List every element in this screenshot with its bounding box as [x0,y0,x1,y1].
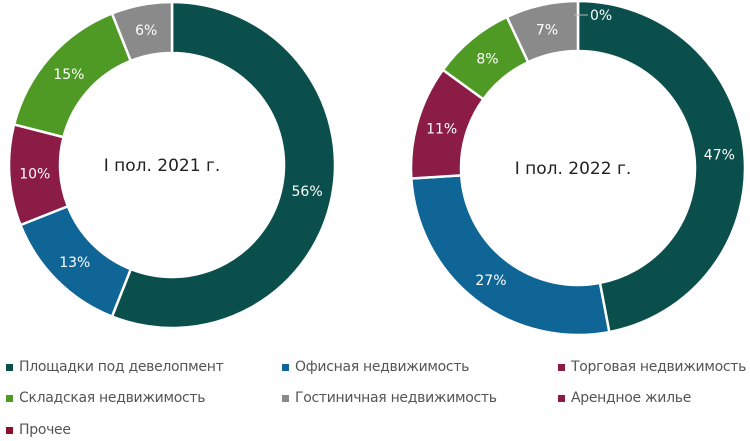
center-label: I пол. 2021 г. [104,156,221,176]
donut-slice [110,0,174,63]
data-label: 27% [475,273,506,289]
donut-slice [410,174,611,337]
center-label: I пол. 2022 г. [515,159,632,179]
data-label: 11% [426,121,457,137]
data-label: 56% [292,184,323,200]
data-label: 7% [536,22,558,38]
data-label: 13% [59,255,90,271]
data-label: 15% [53,67,84,83]
data-label: 6% [135,23,157,39]
donut-slice [110,0,337,330]
data-label: 47% [704,148,735,164]
data-label: 0% [590,8,612,24]
donut-slice [505,0,580,64]
data-label: 10% [19,167,50,183]
data-label: 8% [476,52,498,68]
donut-slice [576,0,747,334]
